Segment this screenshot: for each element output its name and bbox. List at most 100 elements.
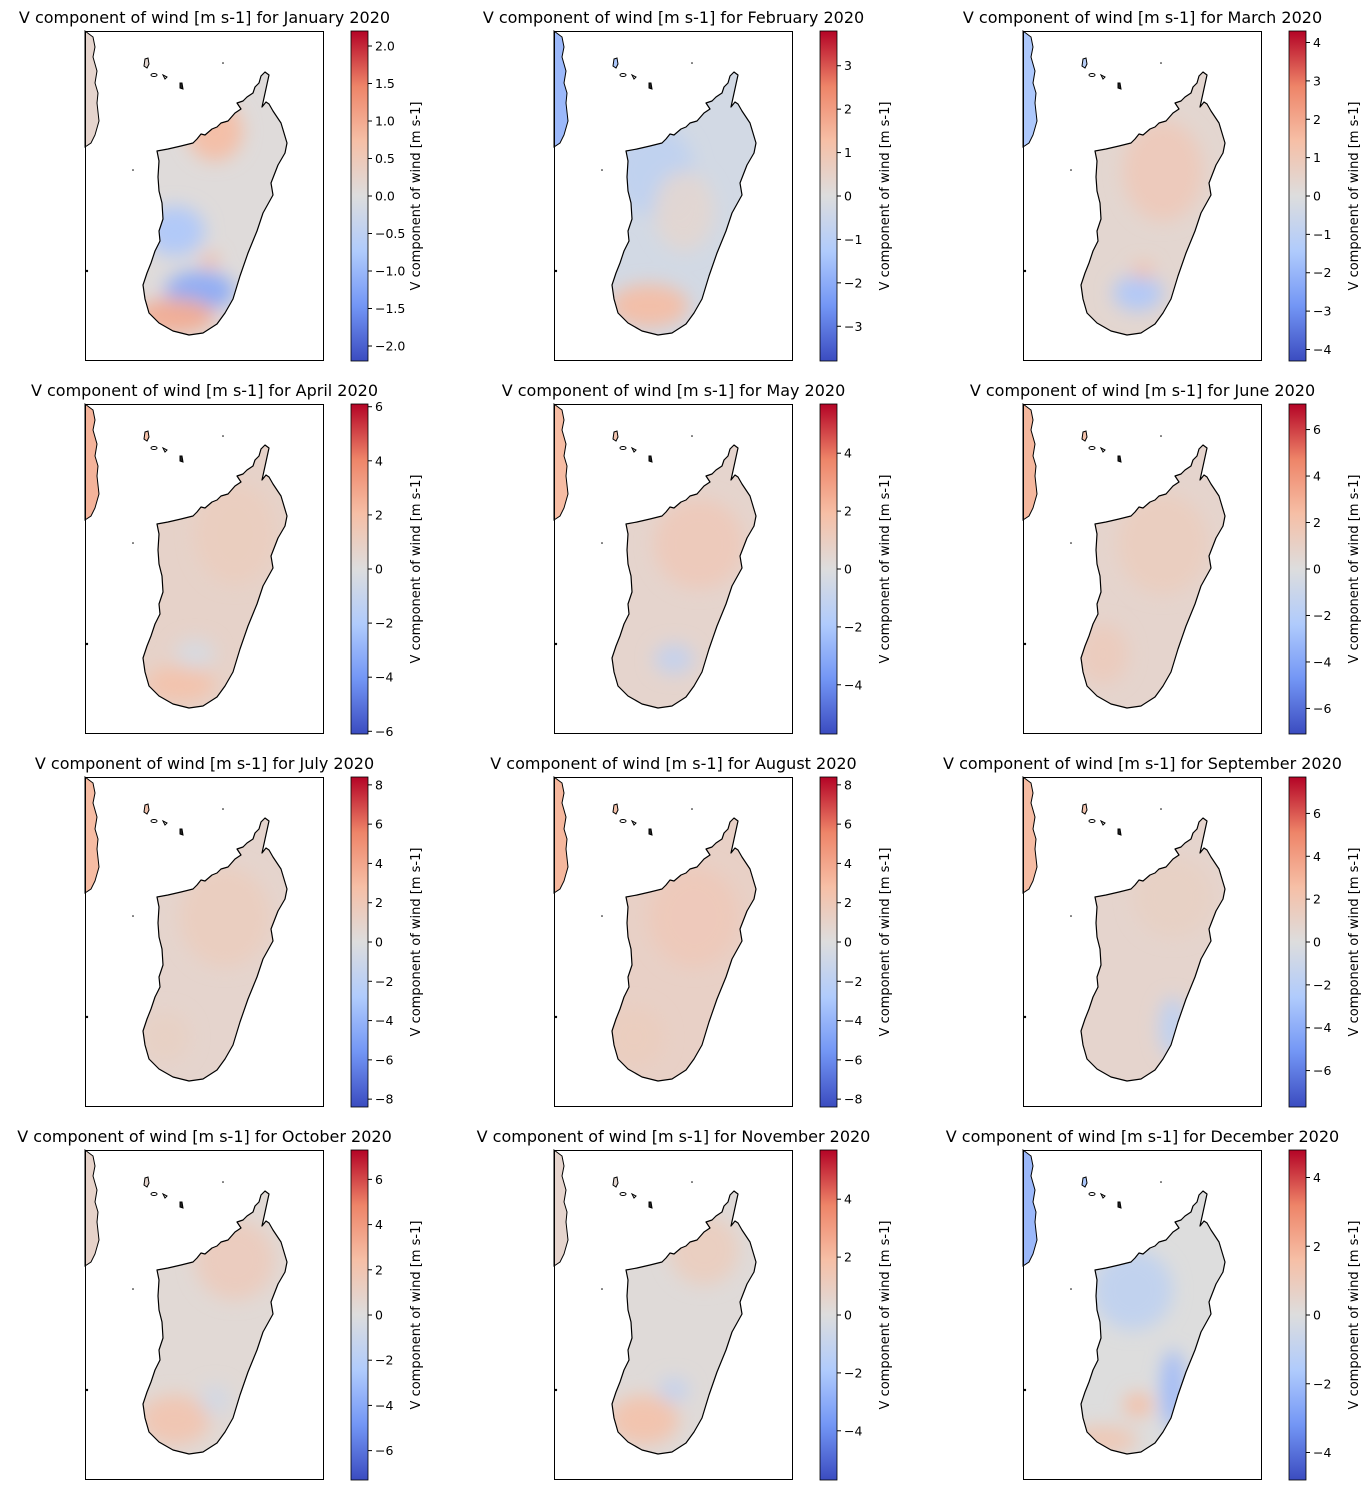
coastline [142,444,288,709]
colorbar-gradient [350,403,369,735]
colorbar-tick-label: 0.5 [375,151,395,166]
colorbar-tick-label: −2 [844,619,862,634]
comoros-islands [85,57,224,273]
comoros-islands [554,803,693,1019]
wind-field [143,1191,287,1454]
colorbar-tick-label: 3 [844,58,852,73]
comoros-islands [1023,1176,1162,1392]
colorbar-tick-label: 4 [844,446,852,461]
colorbar-tick-label: 4 [1313,469,1321,484]
colorbar-gradient [1288,776,1307,1108]
colorbar-tick-label: 0 [844,189,852,204]
colorbar-gradient [819,776,838,1108]
map-area [1022,30,1262,361]
colorbar-tick-label: 2 [375,507,383,522]
colorbar-tick-label: 6 [844,817,852,832]
colorbar-gradient [1288,1149,1307,1481]
comoros-islands [85,803,224,1019]
colorbar-tick-label: 0 [844,935,852,950]
colorbar-tick-label: 1.0 [375,114,395,129]
colorbar-gradient [350,1149,369,1481]
comoros-islands [554,57,693,273]
colorbar: 4 2 0 −2 −4 V component of wind [m s-1] [1288,1149,1362,1481]
wind-field [612,1191,756,1454]
map-area [1022,776,1262,1107]
comoros-islands [85,1176,224,1392]
map-panel: V component of wind [m s-1] for January … [19,8,424,362]
mainland-africa-edge [84,403,100,521]
wind-field [1081,818,1225,1081]
colorbar-tick-label: 2 [844,102,852,117]
colorbar-axis-label: V component of wind [m s-1] [878,848,893,1037]
map-panel: V component of wind [m s-1] for June 202… [970,381,1362,735]
colorbar-tick-label: 0 [1313,1308,1321,1323]
axes-frame [1023,1150,1262,1480]
coastline [1080,71,1226,336]
colorbar-tick-label: 2 [1313,892,1321,907]
wind-field [612,445,756,708]
wind-field [1081,445,1225,708]
map-area [553,30,793,361]
colorbar-tick-label: −4 [844,677,862,692]
colorbar-gradient [1288,30,1307,362]
comoros-islands [1023,803,1162,1019]
colorbar-tick-label: −2 [1313,265,1331,280]
colorbar-tick-label: −2 [1313,1376,1331,1391]
axes-frame [85,777,324,1107]
colorbar-tick-label: −4 [1313,654,1331,669]
colorbar: 6 4 2 0 −2 −4 −6 V component of wind [m s-1] [350,399,424,739]
colorbar-gradient [350,776,369,1108]
map-panel: V component of wind [m s-1] for October … [17,1127,424,1481]
coastline [611,1190,757,1455]
colorbar-tick-label: 3 [1313,73,1321,88]
panel-title: V component of wind [m s-1] for Septembe… [943,754,1342,773]
panel-title: V component of wind [m s-1] for April 20… [31,381,378,400]
panel-title: V component of wind [m s-1] for August 2… [490,754,856,773]
map-panel: V component of wind [m s-1] for Septembe… [943,754,1362,1108]
colorbar-tick-label: 6 [375,1172,383,1187]
coastline [611,71,757,336]
colorbar: 6 4 2 0 −2 −4 −6 V component of wind [m s-1] [1288,403,1362,735]
colorbar-axis-label: V component of wind [m s-1] [1347,848,1362,1037]
colorbar-tick-label: −4 [1313,1020,1331,1035]
colorbar: 3 2 1 0 −1 −2 −3 V component of wind [m s-1] [819,30,893,362]
axes-frame [554,777,793,1107]
colorbar-tick-label: 4 [375,453,383,468]
axes-frame [1023,777,1262,1107]
colorbar-tick-label: 8 [844,777,852,792]
colorbar-tick-label: −6 [1313,1063,1331,1078]
mainland-africa-edge [1022,403,1038,521]
axes-frame [554,31,793,361]
wind-field [143,445,287,708]
colorbar-tick-label: 1.5 [375,76,395,91]
mainland-africa-edge [84,1149,100,1267]
colorbar: 8 6 4 2 0 −2 −4 −6 −8 V component of wind [m s-1] [819,776,893,1108]
panel-title: V component of wind [m s-1] for December… [946,1127,1339,1146]
panel-title: V component of wind [m s-1] for June 202… [970,381,1315,400]
map-area [553,776,793,1107]
map-area [84,403,324,734]
comoros-islands [554,430,693,646]
colorbar-tick-label: −2 [1313,977,1331,992]
colorbar-tick-label: 6 [375,817,383,832]
axes-frame [85,404,324,734]
coastline [611,444,757,709]
colorbar-gradient [819,30,838,362]
panel-title: V component of wind [m s-1] for January … [19,8,390,27]
colorbar-tick-label: 8 [375,777,383,792]
coastline [142,1190,288,1455]
comoros-islands [554,1176,693,1392]
axes-frame [554,1150,793,1480]
colorbar-tick-label: 0 [375,1308,383,1323]
colorbar-axis-label: V component of wind [m s-1] [409,102,424,291]
colorbar-tick-label: 2 [375,1262,383,1277]
colorbar-tick-label: 4 [844,856,852,871]
map-area [553,1149,793,1480]
colorbar: 6 4 2 0 −2 −4 −6 V component of wind [m s-1] [350,1149,424,1481]
panel-title: V component of wind [m s-1] for July 202… [35,754,374,773]
colorbar-tick-label: −4 [844,1423,862,1438]
coastline [142,817,288,1082]
colorbar: 8 6 4 2 0 −2 −4 −6 −8 V component of wind [m s-1] [350,776,424,1108]
colorbar-axis-label: V component of wind [m s-1] [1347,475,1362,664]
